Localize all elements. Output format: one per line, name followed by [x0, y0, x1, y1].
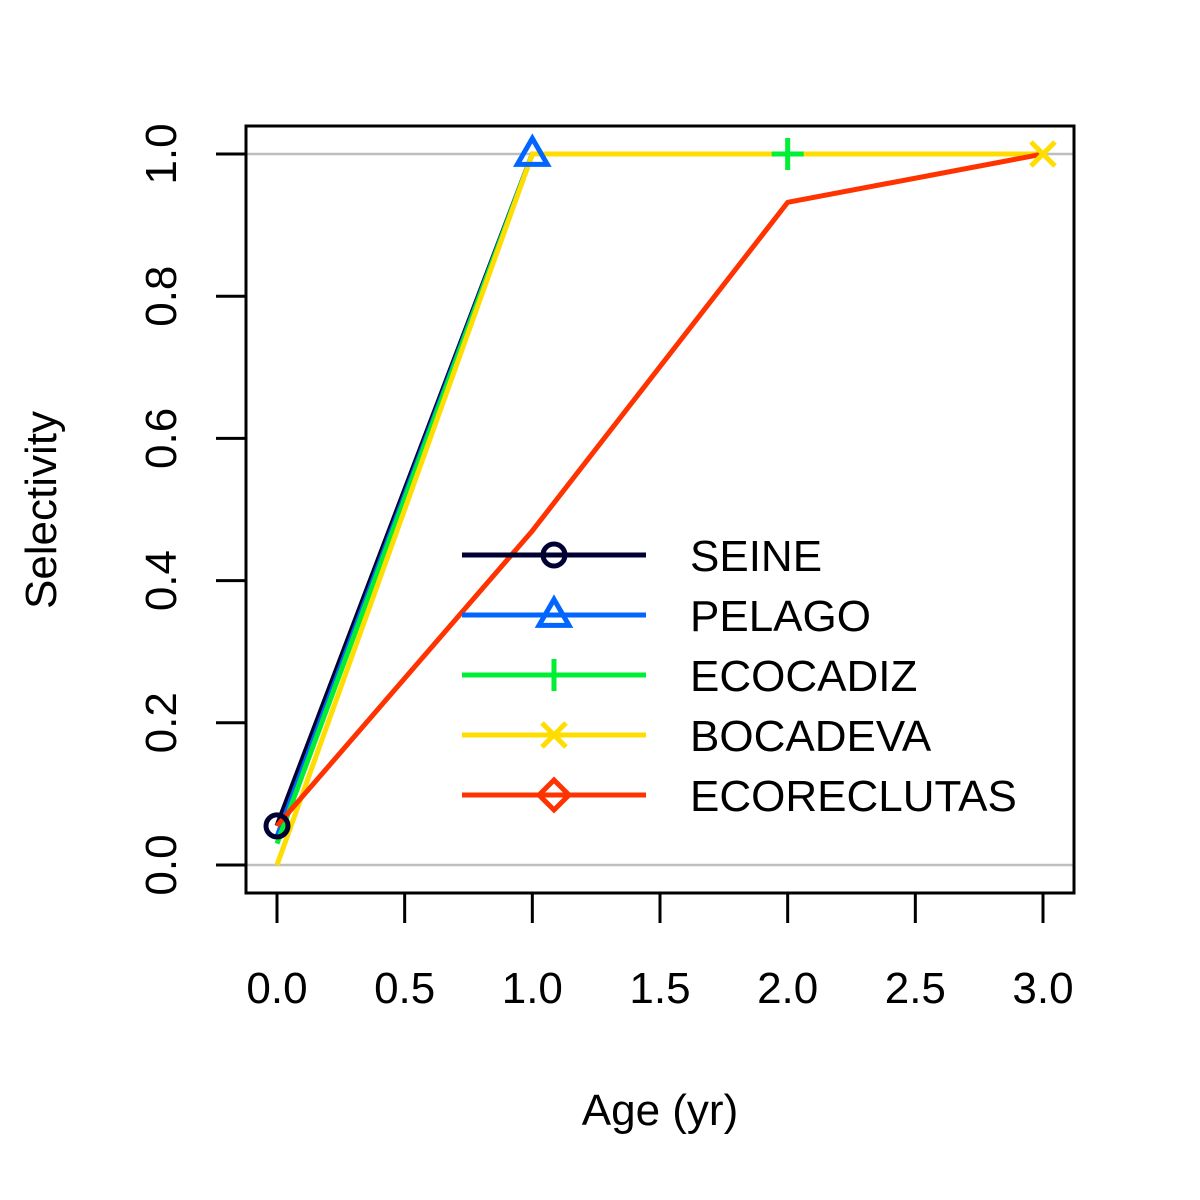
legend-item-ecocadiz: ECOCADIZ: [462, 652, 917, 701]
legend-label: ECOCADIZ: [690, 652, 917, 701]
x-tick-label: 3.0: [1012, 964, 1073, 1013]
legend-label: SEINE: [690, 532, 822, 581]
y-tick-label: 0.0: [137, 834, 186, 895]
data-point-bocadeva-3: [1029, 140, 1057, 168]
legend-marker-cross: [540, 721, 568, 749]
x-tick-label: 1.0: [502, 964, 563, 1013]
x-tick-label: 0.5: [374, 964, 435, 1013]
series-bocadeva: [274, 151, 1043, 866]
series-markers-seine: [263, 812, 291, 840]
legend-label: ECORECLUTAS: [690, 772, 1017, 821]
y-tick-label: 1.0: [137, 123, 186, 184]
x-tick-label: 2.0: [757, 964, 818, 1013]
data-point-pelago-1: [513, 133, 552, 167]
legend: SEINE PELAGO ECOCADIZ BOCADEVA ECORECLUTAS: [462, 532, 1017, 821]
legend-label: PELAGO: [690, 592, 871, 641]
data-point-seine-0: [263, 812, 291, 840]
legend-marker-triangle: [534, 594, 574, 628]
x-axis: 0.0 0.5 1.0 1.5 2.0 2.5 3.0: [246, 891, 1074, 1013]
y-tick-label: 0.6: [137, 408, 186, 469]
legend-item-seine: SEINE: [462, 532, 822, 581]
legend-item-bocadeva: BOCADEVA: [462, 712, 932, 761]
legend-marker-plus: [538, 659, 570, 691]
series-markers-bocadeva: [1029, 140, 1057, 168]
y-axis: 0.0 0.2 0.4 0.6 0.8 1.0: [137, 123, 248, 896]
legend-label: BOCADEVA: [690, 712, 932, 761]
series-layer: [263, 133, 1057, 866]
series-markers-pelago: [513, 133, 552, 167]
legend-item-ecoreclutas: ECORECLUTAS: [462, 772, 1017, 821]
y-tick-label: 0.4: [137, 550, 186, 611]
series-line-ecoreclutas: [275, 151, 1044, 828]
x-tick-label: 0.0: [246, 964, 307, 1013]
legend-item-pelago: PELAGO: [462, 592, 871, 641]
x-axis-title: Age (yr): [582, 1086, 738, 1135]
y-tick-label: 0.2: [137, 692, 186, 753]
data-point-ecocadiz-2: [771, 138, 804, 170]
legend-marker-diamond: [535, 776, 573, 814]
series-ecoreclutas: [275, 151, 1044, 828]
y-tick-label: 0.8: [137, 266, 186, 327]
legend-marker-circle: [540, 541, 568, 569]
series-markers-ecocadiz: [771, 138, 804, 170]
series-line-bocadeva: [274, 151, 1043, 866]
x-tick-label: 1.5: [629, 964, 690, 1013]
y-axis-title: Selectivity: [17, 411, 66, 609]
x-tick-label: 2.5: [885, 964, 946, 1013]
